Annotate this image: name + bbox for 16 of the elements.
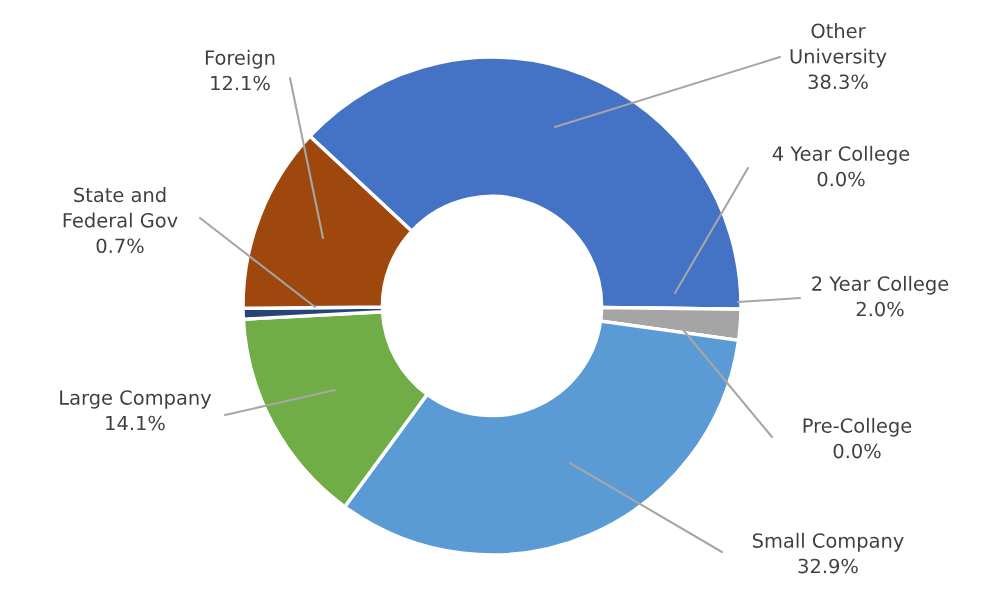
data-label: 0.7% [96,238,144,254]
slice-label: Large Company [60,390,212,409]
slice-label: Foreign [205,49,275,69]
data-label: 2.0% [856,301,904,317]
category-label: 4 Year College [772,145,910,165]
category-label: Pre-College [803,417,912,437]
slice-label: Other University [790,23,887,68]
slice-label: Small Company [752,532,904,552]
text: 0.0% [833,443,881,459]
data-label: 12.1% [211,75,270,91]
slice-label: 2 Year College [812,275,949,295]
data-label: 38.3% [808,74,868,90]
data-label: 32.9% [798,558,858,574]
data-label: 14.1% [106,415,165,431]
slice-label: State and Federal Gov [63,187,178,228]
text: 0.0% [817,171,865,187]
